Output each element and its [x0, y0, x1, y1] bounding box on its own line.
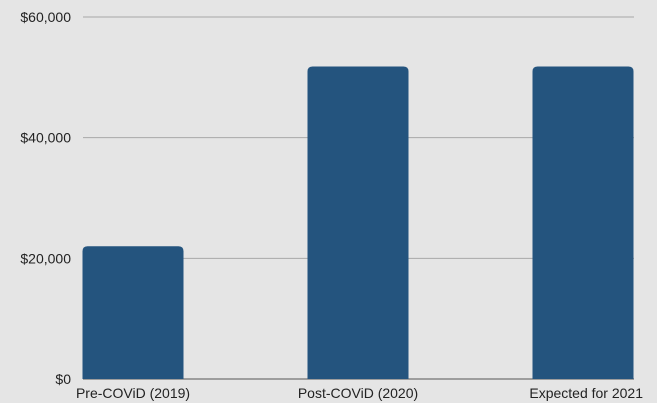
- x-tick-label: Pre-COViD (2019): [76, 385, 190, 401]
- x-tick-label: Post-COViD (2020): [298, 385, 418, 401]
- bar: [533, 66, 634, 379]
- y-tick-label: $60,000: [20, 9, 71, 25]
- x-axis-labels: Pre-COViD (2019) Post-COViD (2020) Expecte…: [76, 385, 643, 401]
- y-tick-label: $20,000: [20, 250, 71, 266]
- y-tick-label: $0: [55, 371, 71, 387]
- bar: [83, 246, 184, 379]
- bar: [308, 66, 409, 379]
- y-axis-ticks: $0 $20,000 $40,000 $60,000: [20, 9, 71, 387]
- y-tick-label: $40,000: [20, 130, 71, 146]
- x-tick-label: Expected for 2021: [529, 385, 643, 401]
- bars: [83, 66, 634, 379]
